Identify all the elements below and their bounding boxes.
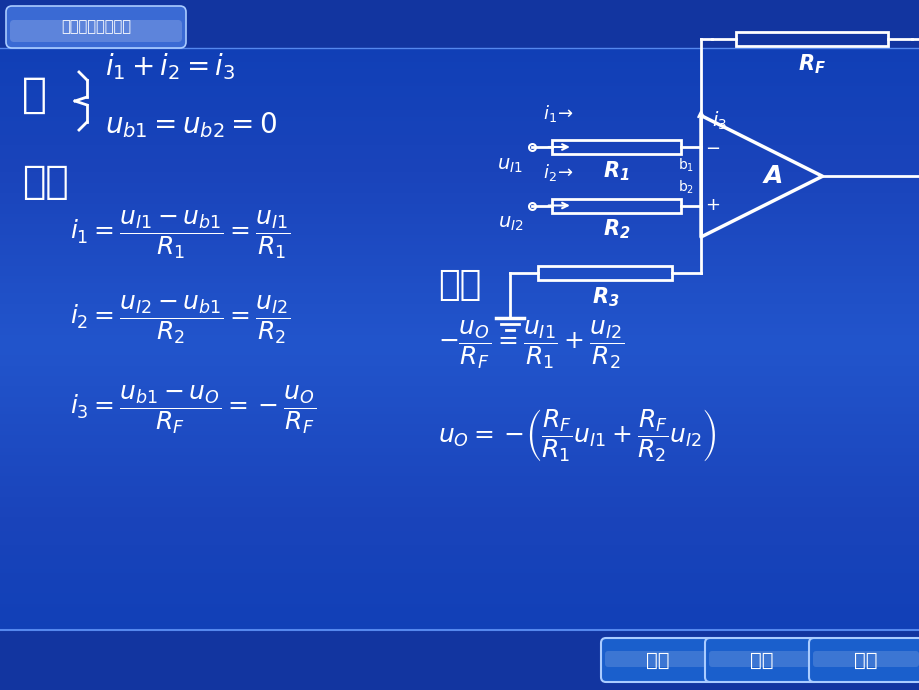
Text: b$_2$: b$_2$ [677, 179, 694, 196]
Text: $-$: $-$ [705, 138, 720, 156]
FancyBboxPatch shape [704, 638, 818, 682]
Text: $i_2=\dfrac{u_{I2}-u_{b1}}{R_2}=\dfrac{u_{I2}}{R_2}$: $i_2=\dfrac{u_{I2}-u_{b1}}{R_2}=\dfrac{u… [70, 294, 290, 346]
Text: 模拟电子技术基础: 模拟电子技术基础 [61, 19, 130, 34]
Text: 其中: 其中 [22, 163, 69, 201]
FancyBboxPatch shape [605, 651, 710, 667]
Text: $u_{I1}$: $u_{I1}$ [497, 155, 523, 175]
Text: $i_3$: $i_3$ [711, 110, 726, 132]
Text: $\bfit{R_F}$: $\bfit{R_F}$ [798, 52, 825, 76]
Text: $i_3=\dfrac{u_{b1}-u_O}{R_F}=-\dfrac{u_O}{R_F}$: $i_3=\dfrac{u_{b1}-u_O}{R_F}=-\dfrac{u_O… [70, 384, 316, 436]
Bar [552, 199, 680, 213]
FancyBboxPatch shape [709, 651, 814, 667]
FancyBboxPatch shape [10, 20, 182, 42]
Text: $-\dfrac{u_O}{R_F}=\dfrac{u_{I1}}{R_1}+\dfrac{u_{I2}}{R_2}$: $-\dfrac{u_O}{R_F}=\dfrac{u_{I1}}{R_1}+\… [437, 319, 624, 371]
Text: $\bfit{R_1}$: $\bfit{R_1}$ [603, 159, 630, 183]
FancyBboxPatch shape [812, 651, 918, 667]
Text: $u_O=-\!\left(\dfrac{R_F}{R_1}u_{I1}+\dfrac{R_F}{R_2}u_{I2}\right)$: $u_O=-\!\left(\dfrac{R_F}{R_1}u_{I1}+\df… [437, 406, 716, 464]
Bar [538, 266, 672, 280]
Text: A: A [763, 164, 782, 188]
Text: $u_{b1}=u_{b2}=0$: $u_{b1}=u_{b2}=0$ [105, 110, 277, 140]
FancyBboxPatch shape [600, 638, 714, 682]
Text: $u_{I2}$: $u_{I2}$ [497, 214, 523, 233]
Text: $+$: $+$ [705, 197, 720, 215]
Text: b$_1$: b$_1$ [677, 157, 694, 174]
Text: $i_2\!\rightarrow$: $i_2\!\rightarrow$ [543, 162, 573, 183]
Bar [735, 32, 888, 46]
Text: $\bfit{R_2}$: $\bfit{R_2}$ [602, 217, 630, 241]
Text: $\bfit{R_3}$: $\bfit{R_3}$ [591, 285, 618, 308]
Text: 故有: 故有 [437, 268, 481, 302]
Text: 上页: 上页 [645, 651, 669, 669]
FancyBboxPatch shape [808, 638, 919, 682]
Text: 得: 得 [22, 74, 47, 116]
Text: 返回: 返回 [854, 651, 877, 669]
Text: 下页: 下页 [749, 651, 773, 669]
Text: $i_1=\dfrac{u_{I1}-u_{b1}}{R_1}=\dfrac{u_{I1}}{R_1}$: $i_1=\dfrac{u_{I1}-u_{b1}}{R_1}=\dfrac{u… [70, 209, 290, 261]
FancyBboxPatch shape [6, 6, 186, 48]
Bar [552, 140, 680, 154]
Text: $i_1\!\rightarrow$: $i_1\!\rightarrow$ [543, 104, 573, 124]
Text: $i_1+i_2=i_3$: $i_1+i_2=i_3$ [105, 52, 235, 82]
